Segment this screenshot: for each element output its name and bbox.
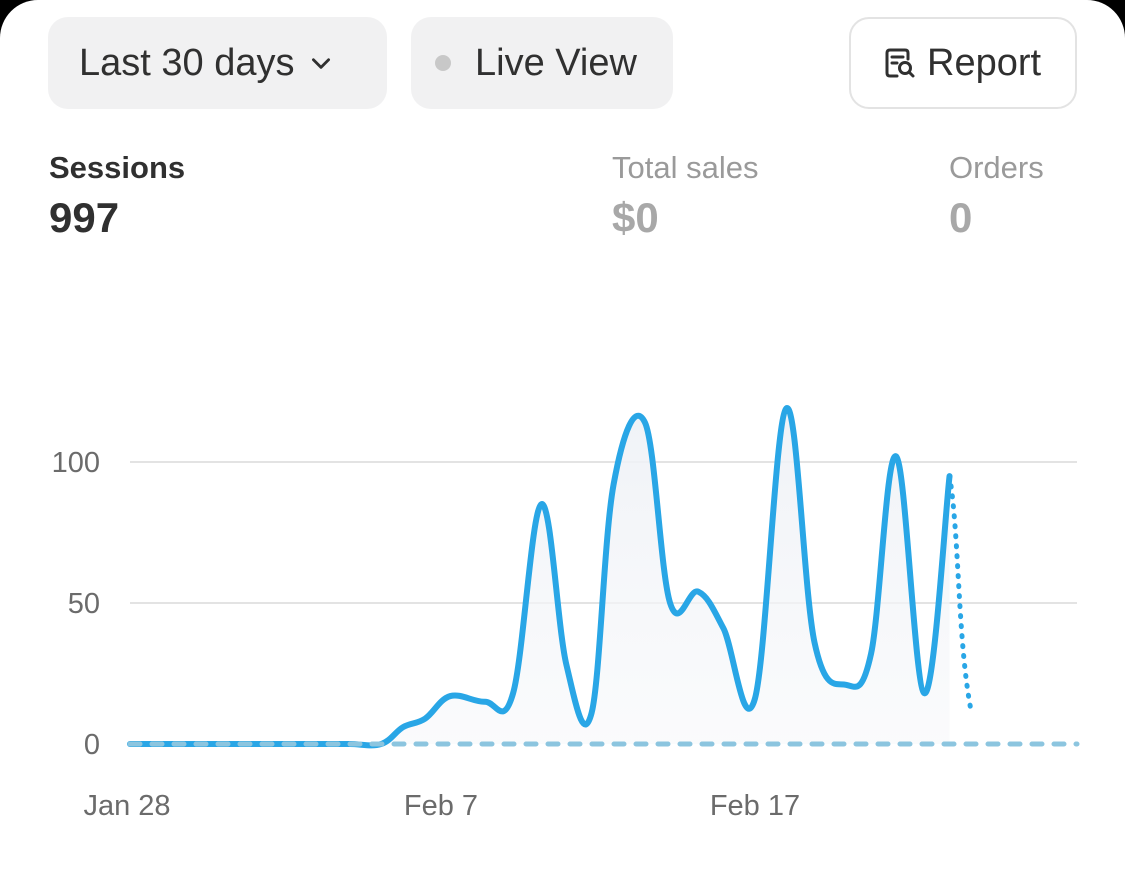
y-tick-label: 100: [52, 447, 100, 479]
live-view-button[interactable]: Live View: [411, 17, 673, 109]
sessions-metric[interactable]: Sessions 997: [49, 148, 185, 246]
report-button[interactable]: Report: [849, 17, 1077, 109]
total-sales-metric[interactable]: Total sales $0: [612, 148, 758, 246]
chevron-down-icon: [312, 58, 331, 69]
sessions-value: 997: [49, 194, 120, 241]
total-sales-label: Total sales: [612, 150, 759, 185]
y-tick-label: 50: [68, 588, 100, 620]
orders-label: Orders: [949, 150, 1044, 185]
report-label: Report: [927, 41, 1042, 84]
orders-metric[interactable]: Orders 0: [949, 148, 1044, 246]
projected-series-line: [947, 473, 975, 716]
x-tick-label: Feb 17: [710, 790, 800, 822]
orders-value: 0: [949, 194, 973, 241]
x-tick-label: Feb 7: [404, 790, 478, 822]
y-tick-label: 0: [84, 729, 100, 761]
total-sales-value: $0: [612, 194, 659, 241]
sessions-series-line: [127, 405, 953, 749]
report-search-icon: [885, 48, 915, 78]
date-range-selector[interactable]: Last 30 days: [48, 17, 387, 109]
sessions-area-fill: [130, 408, 950, 746]
status-dot-icon: [435, 55, 451, 71]
live-view-label: Live View: [475, 41, 637, 84]
date-range-label: Last 30 days: [79, 41, 295, 84]
x-tick-label: Jan 28: [83, 790, 170, 822]
sessions-label: Sessions: [49, 150, 186, 185]
